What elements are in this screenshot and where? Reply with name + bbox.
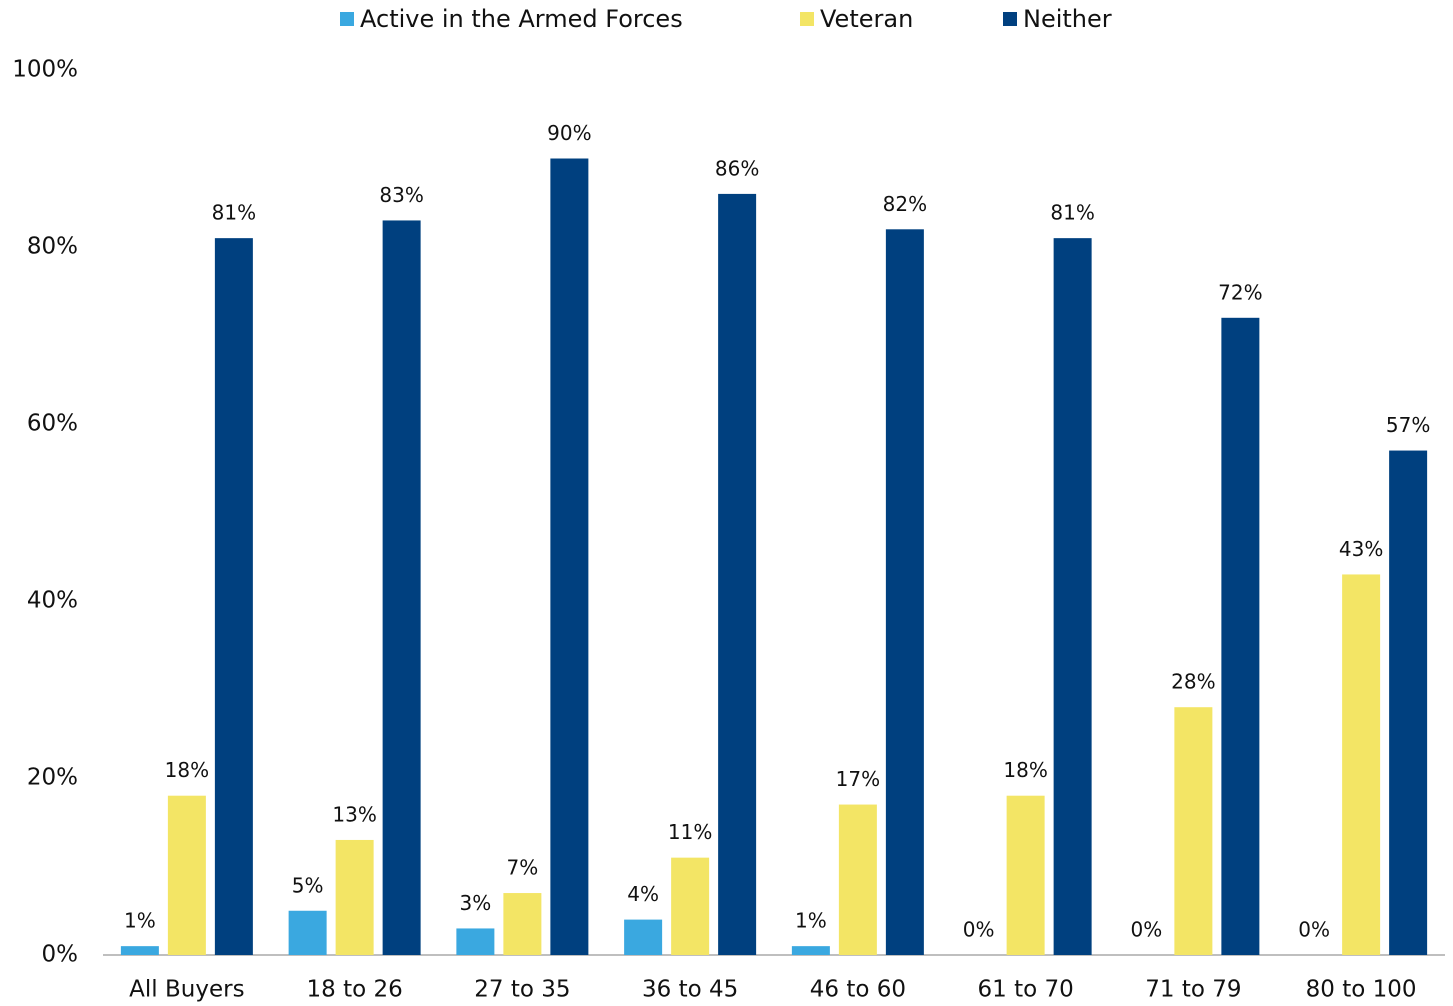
data-label: 0% [963,918,995,942]
x-tick-label: 36 to 45 [642,977,738,1003]
data-label: 17% [836,767,880,791]
data-label: 90% [547,121,591,145]
bar [624,919,663,955]
legend-swatch [1003,12,1017,26]
data-label: 3% [460,891,492,915]
legend-swatch [800,12,814,26]
data-label: 0% [1298,918,1330,942]
bar [1389,450,1428,955]
bar [1342,574,1381,955]
data-label: 18% [165,758,209,782]
x-tick-label: 18 to 26 [307,977,403,1003]
bar [718,193,757,955]
data-label: 13% [332,802,376,826]
bar [1221,317,1260,955]
x-tick-label: 71 to 79 [1145,977,1241,1003]
data-label: 28% [1171,670,1215,694]
data-label: 72% [1218,280,1262,304]
bar [671,857,710,955]
y-tick-label: 40% [27,588,78,614]
data-label: 11% [668,820,712,844]
data-label: 7% [507,856,539,880]
y-tick-label: 60% [27,411,78,437]
bar [1174,707,1213,955]
data-label: 86% [715,156,759,180]
y-tick-label: 20% [27,765,78,791]
data-label: 81% [1050,201,1094,225]
data-label: 1% [795,909,827,933]
legend-label: Active in the Armed Forces [360,5,683,33]
bar [335,839,374,955]
bar [791,946,830,955]
data-label: 83% [379,183,423,207]
data-label: 1% [124,909,156,933]
x-tick-label: 61 to 70 [978,977,1074,1003]
data-label: 43% [1339,537,1383,561]
legend-label: Veteran [820,5,913,33]
data-label: 5% [292,873,324,897]
data-label: 4% [627,882,659,906]
bar [167,795,206,955]
data-label: 57% [1386,413,1430,437]
bar [214,238,253,955]
bar [1053,238,1092,955]
bar [288,910,327,955]
x-tick-label: 80 to 100 [1306,977,1417,1003]
bar [1006,795,1045,955]
data-label: 0% [1131,918,1163,942]
bar [885,229,924,956]
x-tick-label: 27 to 35 [474,977,570,1003]
bar [838,804,877,955]
data-label: 18% [1003,758,1047,782]
data-label: 82% [883,192,927,216]
y-tick-label: 80% [27,234,78,260]
legend-label: Neither [1023,5,1112,33]
bar [550,158,589,955]
x-tick-label: 46 to 60 [810,977,906,1003]
legend-swatch [340,12,354,26]
y-tick-label: 100% [12,57,78,83]
x-tick-label: All Buyers [129,977,244,1003]
y-tick-label: 0% [42,942,79,968]
bar [382,220,421,955]
bar [456,928,495,955]
bar [503,893,542,955]
data-label: 81% [212,201,256,225]
bar [120,946,159,955]
